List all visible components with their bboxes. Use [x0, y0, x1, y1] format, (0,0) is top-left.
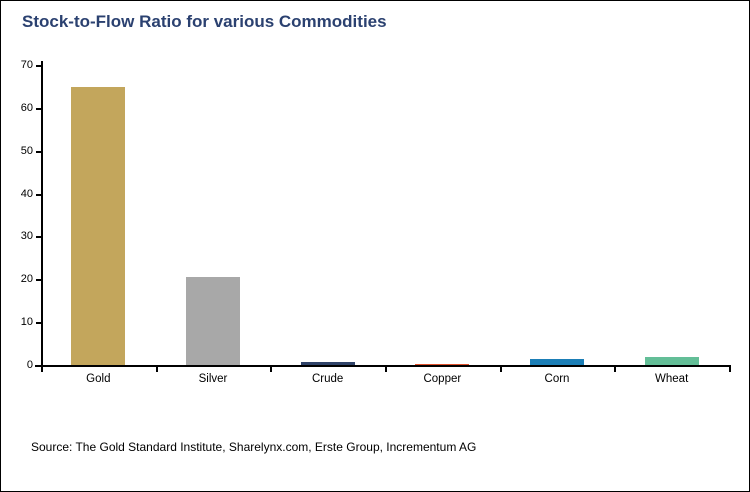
bar-copper: [415, 363, 470, 365]
y-tick-mark-30: [36, 236, 41, 239]
x-tick-mark-6: [729, 367, 731, 372]
bar-crude: [300, 362, 355, 365]
bar-gold: [71, 87, 126, 365]
bar-silver: [186, 276, 240, 365]
bar-corn: [530, 359, 584, 365]
x-tick-mark-1: [155, 367, 158, 372]
bar-wheat: [644, 357, 699, 365]
x-tick-mark-3: [385, 367, 387, 372]
x-label-copper: Copper: [423, 373, 462, 385]
y-tick-label-60: 60: [20, 101, 33, 114]
source-note: Source: The Gold Standard Institute, Sha…: [31, 440, 477, 454]
x-tick-mark-4: [499, 367, 502, 372]
y-tick-mark-70: [36, 65, 41, 67]
x-label-corn: Corn: [544, 373, 570, 385]
y-tick-mark-60: [36, 107, 41, 110]
x-label-silver: Silver: [198, 373, 228, 385]
y-tick-mark-50: [36, 150, 41, 153]
chart-title: Stock-to-Flow Ratio for various Commodit…: [22, 12, 387, 31]
y-axis-line: [41, 61, 43, 367]
y-tick-mark-0: [36, 365, 41, 367]
y-tick-label-10: 10: [20, 316, 33, 329]
x-label-wheat: Wheat: [655, 373, 689, 385]
x-label-gold: Gold: [86, 373, 111, 385]
x-label-crude: Crude: [311, 373, 344, 385]
y-tick-mark-40: [36, 193, 41, 196]
y-tick-mark-10: [36, 322, 41, 325]
x-tick-mark-2: [270, 367, 273, 372]
y-tick-label-0: 0: [26, 359, 33, 371]
x-tick-mark-5: [614, 367, 617, 372]
y-tick-label-50: 50: [20, 144, 33, 157]
y-tick-label-70: 70: [20, 59, 33, 71]
x-tick-mark-0: [41, 367, 43, 372]
y-tick-label-20: 20: [20, 273, 33, 286]
y-tick-label-30: 30: [20, 230, 33, 243]
x-axis-line: [35, 365, 731, 367]
y-tick-label-40: 40: [20, 187, 33, 200]
y-tick-mark-20: [36, 279, 41, 282]
